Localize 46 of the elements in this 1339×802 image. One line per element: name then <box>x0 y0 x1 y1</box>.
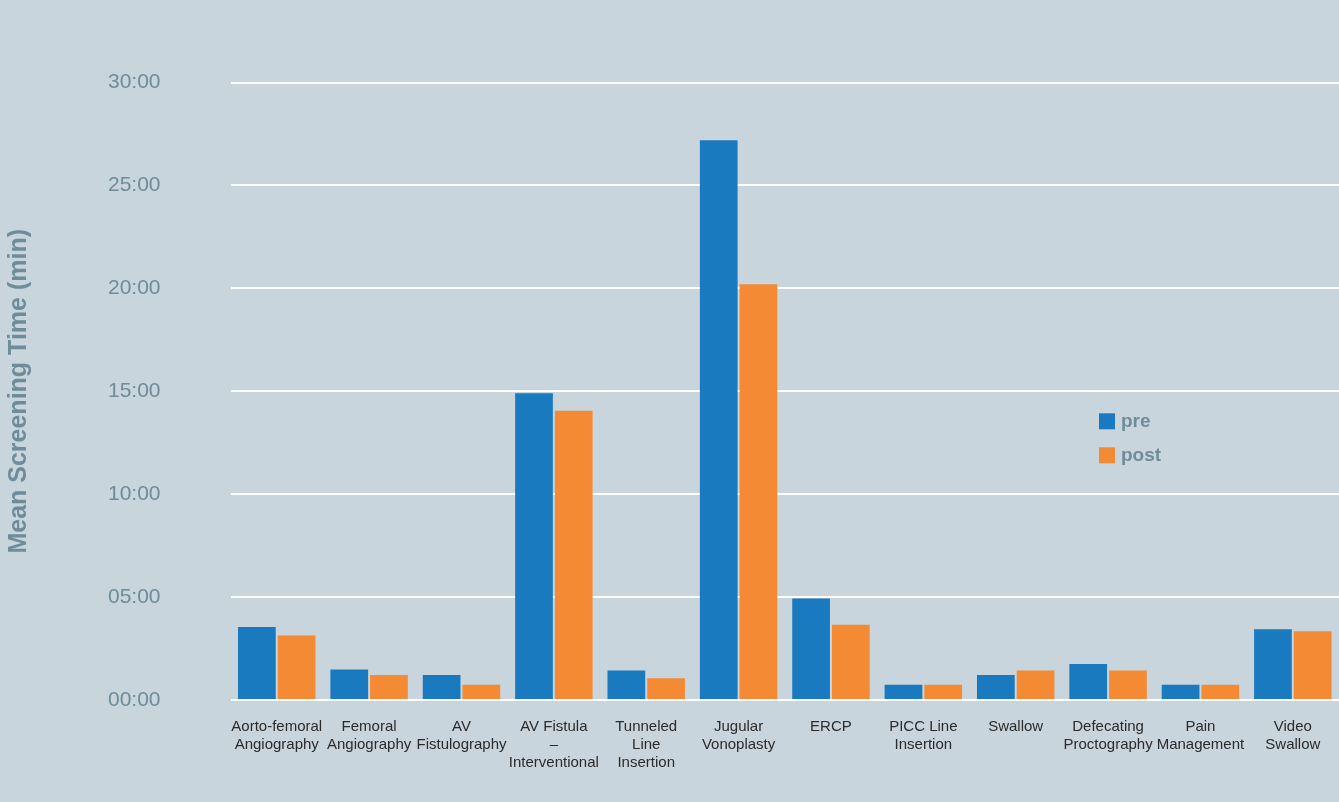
y-tick-label: 10:00 <box>107 481 161 504</box>
bar <box>699 140 738 699</box>
bar <box>1254 629 1292 699</box>
x-tick-label: Defecating Proctography <box>1063 717 1154 753</box>
y-tick-label: 15:00 <box>107 378 161 402</box>
y-tick-label: 20:00 <box>107 275 161 299</box>
x-tick-label: ERCP <box>810 717 852 735</box>
bar <box>607 670 646 699</box>
bar <box>792 598 830 699</box>
bar <box>422 674 461 699</box>
bar <box>1293 631 1332 699</box>
bar <box>370 674 408 699</box>
bar <box>976 674 1015 699</box>
bar <box>238 626 276 699</box>
y-tick-label: 25:00 <box>107 172 161 196</box>
x-tick-label: Swallow <box>988 717 1044 735</box>
x-tick-label: Aorto-femoral Angiography <box>231 717 323 753</box>
x-tick-label: AV Fistula – Interventional <box>508 717 599 771</box>
x-tick-label: Pain Management <box>1156 717 1246 753</box>
bar <box>647 678 685 699</box>
x-tick-label: AV Fistulography <box>416 717 507 753</box>
x-tick-label: Tunneled Line Insertion <box>615 717 678 771</box>
y-tick-label: 05:00 <box>107 583 161 607</box>
bar <box>330 669 369 699</box>
bar <box>1161 684 1200 699</box>
bar <box>739 284 778 699</box>
x-tick-label: Video Swallow <box>1265 717 1321 753</box>
x-tick-label: Jugular Vonoplasty <box>701 717 776 753</box>
bar <box>515 393 553 699</box>
bar <box>1109 670 1147 699</box>
bar <box>277 635 316 699</box>
y-tick-label: 00:00 <box>107 686 161 710</box>
y-axis-title: Mean Screening Time (min) <box>2 229 31 554</box>
legend-label: post <box>1121 443 1162 465</box>
x-tick-label: Femoral Angiography <box>326 717 412 753</box>
bar <box>884 684 923 699</box>
legend-label: pre <box>1121 409 1151 431</box>
bar <box>554 410 593 699</box>
bar <box>924 684 963 699</box>
bar <box>1016 670 1055 699</box>
bar <box>1201 684 1240 699</box>
x-tick-label: PICC Line Insertion <box>889 717 958 753</box>
y-tick-label: 30:00 <box>107 69 161 93</box>
bar <box>831 624 870 699</box>
bar <box>1069 663 1108 699</box>
bar <box>462 684 501 699</box>
